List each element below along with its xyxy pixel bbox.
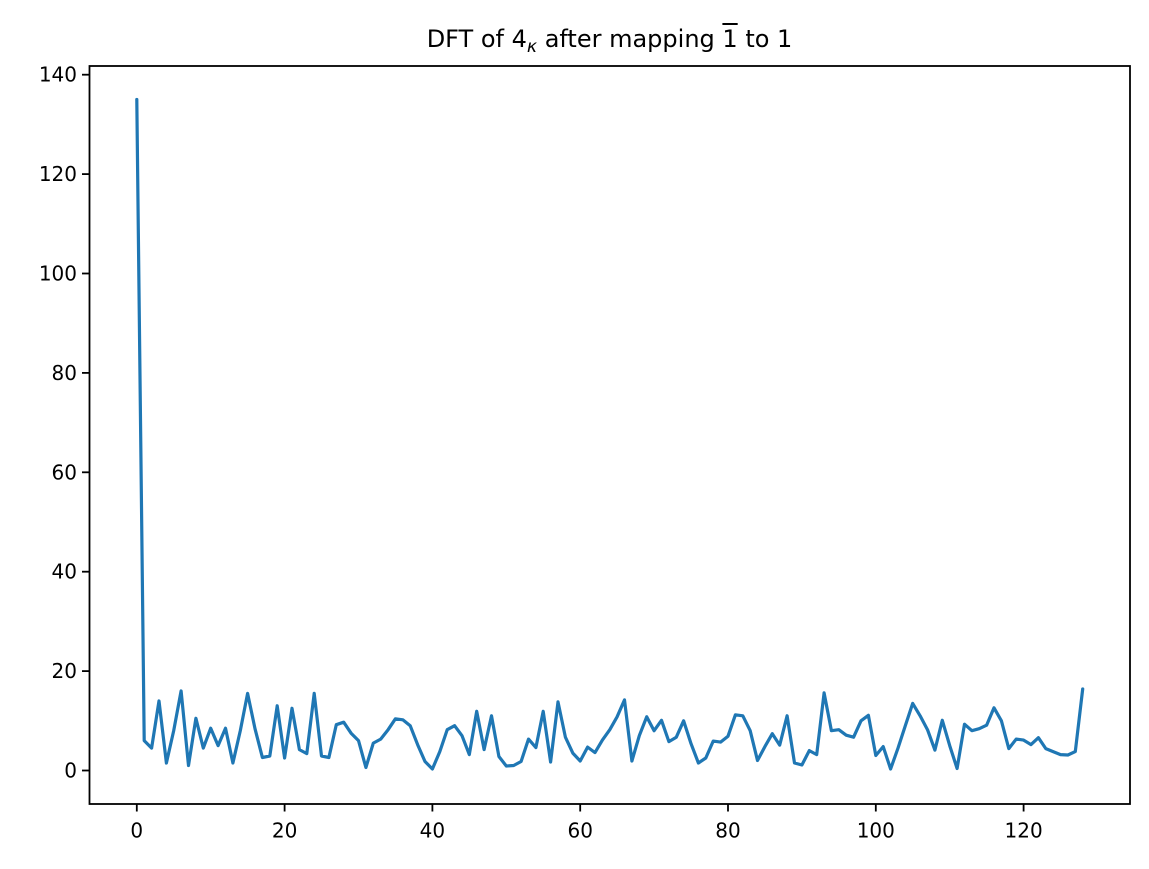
y-axis: 0 20 40 60 80 100 120 140 (39, 63, 90, 783)
y-tick-label: 100 (39, 262, 77, 286)
title-suffix: to 1 (737, 25, 793, 53)
title-middle: after mapping (537, 25, 723, 53)
x-tick-label: 120 (1005, 819, 1043, 843)
x-tick-label: 100 (857, 819, 895, 843)
x-axis: 0 20 40 60 80 100 120 (130, 804, 1043, 843)
x-tick-label: 0 (130, 819, 143, 843)
y-tick-label: 20 (52, 659, 77, 683)
x-tick-label: 20 (272, 819, 297, 843)
y-tick-label: 0 (64, 759, 77, 783)
x-tick-label: 60 (567, 819, 592, 843)
y-tick-label: 120 (39, 162, 77, 186)
x-tick-label: 80 (715, 819, 740, 843)
y-tick-label: 40 (52, 560, 77, 584)
chart-title: DFT of 4κ after mapping 1 to 1 (89, 24, 1130, 62)
y-tick-label: 60 (52, 460, 77, 484)
title-prefix: DFT of 4 (426, 25, 527, 53)
dft-line-series (135, 97, 1085, 771)
title-overbar-one: 1 (722, 25, 738, 53)
title-kappa-subscript: κ (526, 36, 538, 57)
plot-border (88, 65, 1131, 805)
x-tick-label: 40 (420, 819, 445, 843)
y-tick-label: 80 (52, 361, 77, 385)
y-tick-label: 140 (39, 63, 77, 87)
